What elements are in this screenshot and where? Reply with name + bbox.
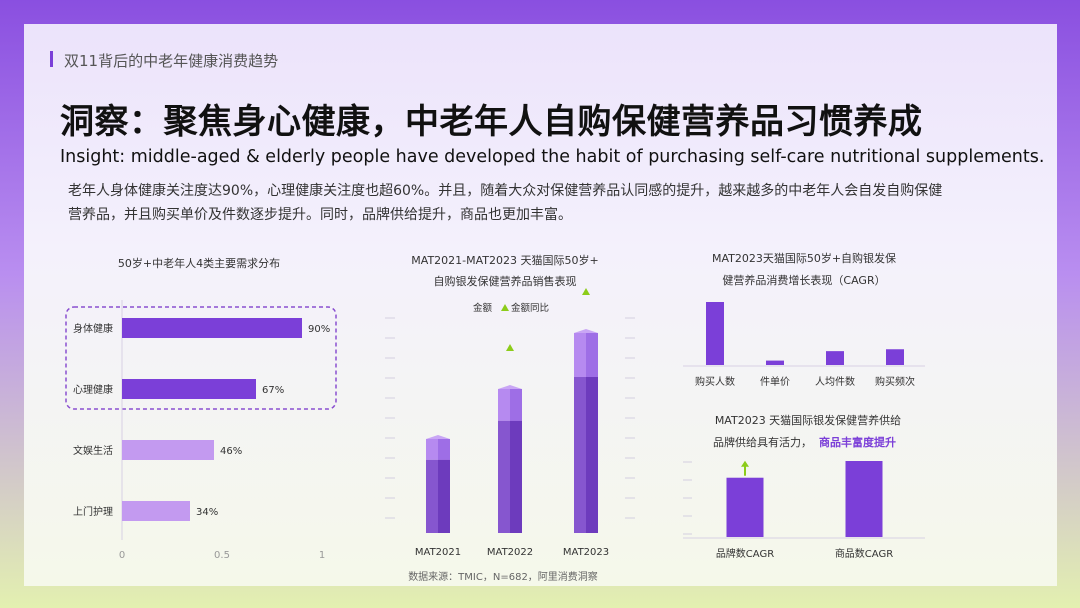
- bar: [766, 360, 784, 365]
- x-tick-label: MAT2023: [563, 547, 609, 558]
- bar: [726, 477, 764, 537]
- category-label: 上门护理: [73, 505, 113, 518]
- value-label: 46%: [220, 446, 242, 457]
- description-paragraph: 老年人身体健康关注度达90%，心理健康关注度也超60%。并且，随着大众对保健营养…: [68, 183, 943, 223]
- chart-subtitle-highlight: 商品丰富度提升: [819, 435, 896, 449]
- section-title: 双11背后的中老年健康消费趋势: [64, 52, 279, 70]
- growth-marker: [582, 288, 590, 295]
- chart-title-line1: MAT2023天猫国际50岁+自购银发保: [712, 251, 896, 265]
- slide-card: [24, 24, 1057, 586]
- legend-amount: 金额: [473, 302, 493, 314]
- bar: [845, 461, 883, 537]
- bar-side: [510, 420, 522, 533]
- bar: [122, 379, 256, 399]
- chart-title: MAT2023 天猫国际银发保健营养供给: [715, 413, 901, 427]
- chart-cagr-growth: MAT2023天猫国际50岁+自购银发保 健营养品消费增长表现（CAGR） 购买…: [683, 251, 925, 388]
- section-accent-bar: [50, 51, 53, 67]
- x-tick-label: 0: [119, 550, 125, 561]
- bar-growth-side: [438, 439, 450, 460]
- value-label: 67%: [262, 385, 284, 396]
- highlight-dashed-box: [65, 306, 337, 410]
- bar-cap: [574, 329, 598, 333]
- category-label: 文娱生活: [73, 444, 113, 457]
- x-tick-label: 购买人数: [695, 375, 735, 388]
- bar-growth-side: [586, 333, 598, 377]
- chart-subtitle-plain: 品牌供给具有活力，: [713, 435, 812, 449]
- bar: [122, 440, 214, 460]
- legend-growth-marker-icon: [501, 304, 509, 311]
- bar: [826, 351, 844, 365]
- chart-title-line2: 自购银发保健营养品销售表现: [434, 274, 577, 288]
- category-label: 身体健康: [73, 322, 113, 335]
- x-tick-label: 0.5: [214, 550, 230, 561]
- growth-arrow-head: [741, 460, 749, 467]
- chart-title-line2: 健营养品消费增长表现（CAGR）: [722, 273, 885, 287]
- bar: [122, 501, 190, 521]
- bar: [706, 302, 724, 365]
- legend-growth: 金额同比: [511, 302, 549, 314]
- bar-side: [438, 459, 450, 533]
- chart-title: 50岁+中老年人4类主要需求分布: [118, 256, 280, 270]
- x-tick-label: MAT2021: [415, 547, 461, 558]
- value-label: 34%: [196, 507, 218, 518]
- bar: [886, 349, 904, 365]
- chart-demand-distribution: 50岁+中老年人4类主要需求分布 身体健康 90% 心理健康 67% 文娱生活 46% 上门…: [65, 256, 337, 561]
- x-tick-label: 购买频次: [875, 375, 915, 388]
- source-note: 数据来源：TMIC，N=682，阿里消费洞察: [408, 570, 598, 583]
- bar-side: [586, 377, 598, 533]
- x-tick-label: MAT2022: [487, 547, 533, 558]
- headline: 洞察：聚焦身心健康，中老年人自购保健营养品习惯养成: [60, 102, 923, 142]
- chart-sales-performance: MAT2021-MAT2023 天猫国际50岁+ 自购银发保健营养品销售表现 金…: [385, 253, 635, 558]
- x-tick-label: 商品数CAGR: [835, 547, 893, 560]
- chart-title-line1: MAT2021-MAT2023 天猫国际50岁+: [411, 253, 598, 267]
- x-tick-label: 品牌数CAGR: [716, 547, 774, 560]
- category-label: 心理健康: [73, 383, 113, 396]
- x-tick-label: 件单价: [760, 376, 790, 388]
- value-label: 90%: [308, 324, 330, 335]
- growth-marker: [506, 344, 514, 351]
- bar-growth-side: [510, 389, 522, 421]
- subtitle-english: Insight: middle-aged & elderly people ha…: [60, 147, 1045, 167]
- x-tick-label: 人均件数: [815, 375, 855, 388]
- chart-supply: MAT2023 天猫国际银发保健营养供给 品牌供给具有活力， 商品丰富度提升 品…: [683, 413, 925, 560]
- bar-cap: [498, 385, 522, 389]
- bar: [122, 318, 302, 338]
- bar-cap: [426, 435, 450, 439]
- x-tick-label: 1: [319, 550, 325, 561]
